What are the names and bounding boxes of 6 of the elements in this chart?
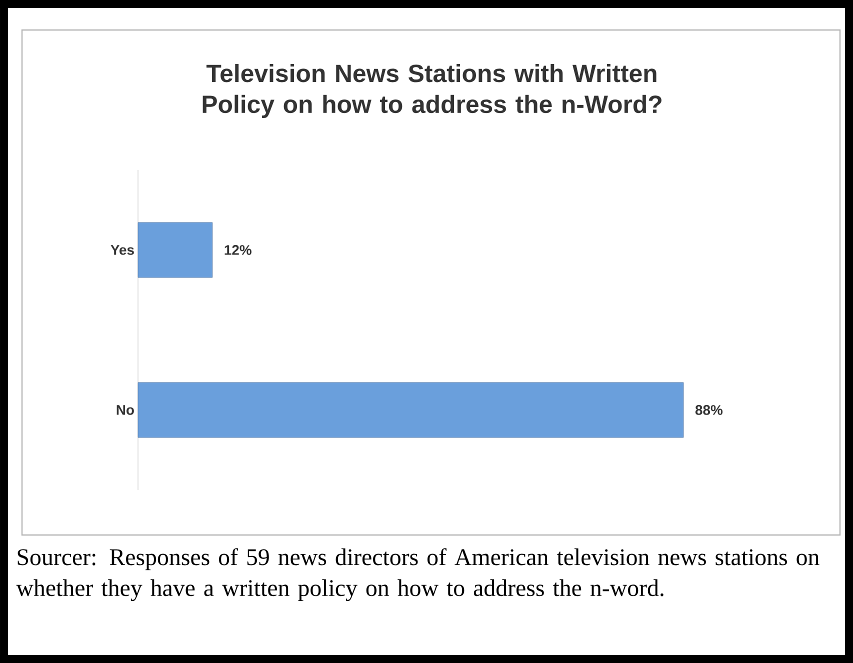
data-label: 88% — [695, 405, 723, 415]
text: Sourcer: Responses of 59 news directors of American television news stations on whether they have a written policy on how to address the n-word. — [16, 548, 820, 602]
y-tick-label: Yes — [110, 245, 134, 255]
chart-title: Television News Stations with Written Policy on how to address the n-Word? — [202, 64, 662, 118]
y-tick-label: No — [116, 405, 134, 415]
data-label: 12% — [224, 245, 252, 255]
